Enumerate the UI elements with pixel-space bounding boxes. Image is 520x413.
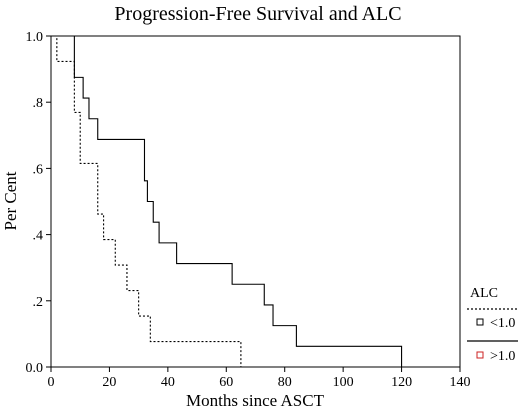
y-tick-label: .2	[33, 295, 44, 310]
x-tick-label: 20	[102, 375, 116, 390]
x-tick-label: 120	[391, 375, 412, 390]
x-axis-label: Months since ASCT	[186, 391, 325, 410]
x-tick-label: 60	[219, 375, 233, 390]
x-tick-label: 0	[48, 375, 55, 390]
y-axis: 0.0 .2 .4 .6 .8 1.0	[26, 30, 51, 376]
series-lines	[51, 35, 403, 367]
y-tick-label: .6	[33, 162, 44, 177]
legend-title: ALC	[470, 286, 498, 301]
legend: ALC <1.0 >1.0	[467, 286, 518, 364]
legend-label-gt: >1.0	[490, 349, 515, 364]
legend-label-lt: <1.0	[490, 316, 515, 331]
x-tick-label: 140	[450, 375, 471, 390]
x-tick-label: 80	[278, 375, 292, 390]
y-tick-label: .8	[33, 96, 44, 111]
series-line-lt-1-0	[51, 35, 242, 367]
plot-frame	[50, 35, 461, 368]
legend-marker-lt	[476, 318, 484, 326]
chart-title: Progression-Free Survival and ALC	[114, 3, 401, 25]
legend-marker-gt	[476, 351, 484, 359]
y-axis-label: Per Cent	[1, 171, 20, 230]
x-axis: 0 20 40 60 80 100 120 140	[48, 367, 471, 390]
series-line-gt-1-0	[51, 35, 403, 367]
y-tick-label: 1.0	[26, 30, 44, 45]
x-tick-label: 40	[161, 375, 175, 390]
x-tick-label: 100	[333, 375, 354, 390]
y-tick-label: .4	[33, 229, 44, 244]
y-tick-label: 0.0	[26, 361, 44, 376]
